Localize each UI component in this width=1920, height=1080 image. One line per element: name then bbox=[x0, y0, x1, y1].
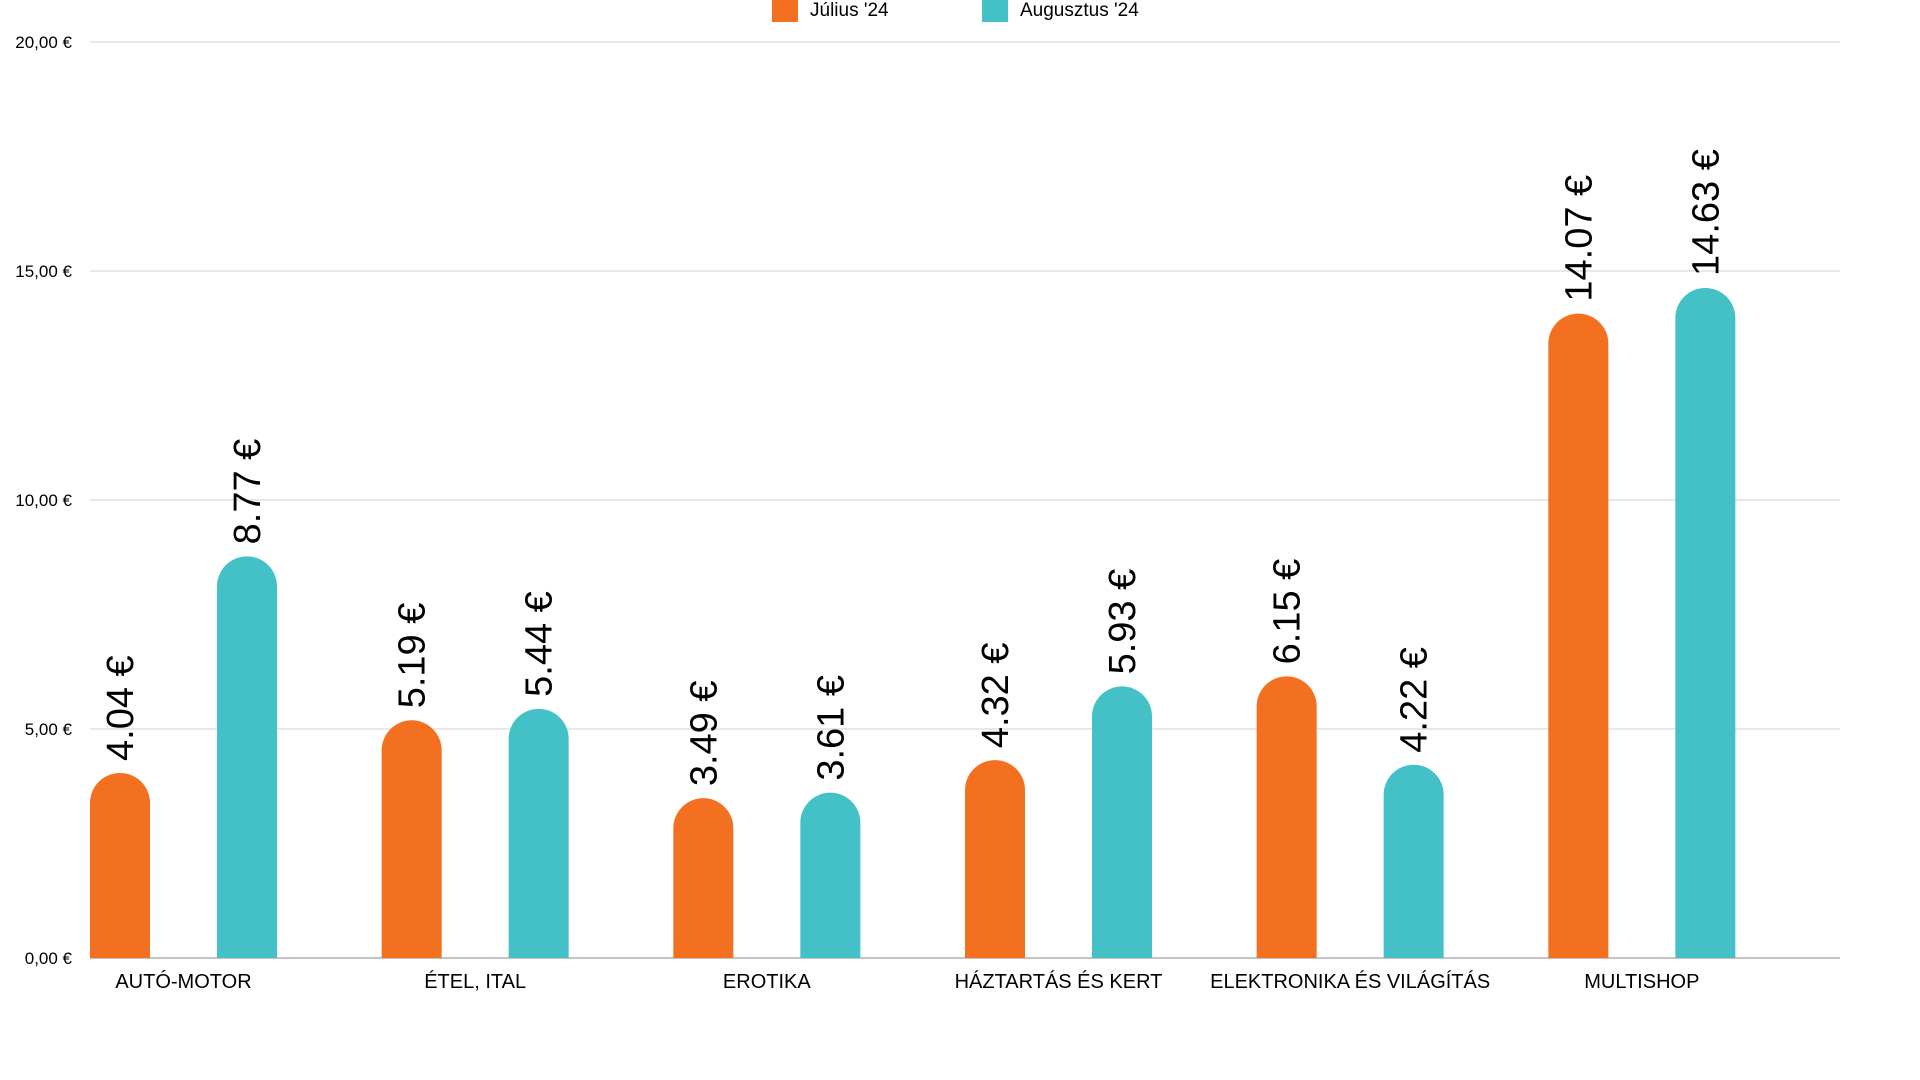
bar-augusztus bbox=[1675, 287, 1736, 958]
legend-label: Augusztus '24 bbox=[1020, 0, 1139, 21]
bar-julius bbox=[381, 720, 442, 958]
y-tick-label: 0,00 € bbox=[25, 949, 73, 968]
bar-augusztus bbox=[1092, 686, 1152, 958]
x-category-label: HÁZTARTÁS ÉS KERT bbox=[955, 970, 1163, 993]
bar-julius bbox=[965, 760, 1025, 958]
legend-label: Július '24 bbox=[810, 0, 889, 21]
data-label: 8.77 € bbox=[227, 439, 269, 545]
bar-julius bbox=[1256, 676, 1317, 958]
bar-julius bbox=[90, 772, 150, 958]
y-tick-label: 15,00 € bbox=[15, 262, 72, 281]
data-label: 14.07 € bbox=[1558, 175, 1600, 302]
data-label: 6.15 € bbox=[1267, 559, 1309, 665]
data-label: 4.22 € bbox=[1394, 647, 1436, 753]
y-tick-label: 20,00 € bbox=[15, 33, 72, 52]
x-category-label: EROTIKA bbox=[723, 971, 811, 993]
x-category-label: ÉTEL, ITAL bbox=[424, 970, 526, 993]
bar-julius bbox=[673, 798, 734, 958]
data-label: 4.04 € bbox=[100, 655, 142, 761]
legend-swatch bbox=[772, 0, 798, 22]
bar-augusztus bbox=[217, 556, 277, 958]
x-axis-categories: AUTÓ-MOTOR ÉTEL, ITAL EROTIKA HÁZTARTÁS ÉS … bbox=[115, 970, 1699, 993]
bars bbox=[90, 287, 1736, 958]
y-axis-ticks: 0,00 € 5,00 € 10,00 € 15,00 € 20,00 € bbox=[15, 33, 72, 968]
y-tick-label: 10,00 € bbox=[15, 491, 72, 510]
data-labels: 4.04 € 8.77 € 5.19 € 5.44 € 3.49 € 3.61 € 4.32… bbox=[100, 149, 1727, 786]
y-tick-label: 5,00 € bbox=[25, 720, 73, 739]
legend: Július '24 Augusztus '24 bbox=[772, 0, 1139, 22]
data-label: 3.49 € bbox=[683, 681, 725, 787]
bar-julius bbox=[1548, 313, 1609, 958]
bar-augusztus bbox=[800, 792, 861, 958]
data-label: 5.93 € bbox=[1102, 569, 1144, 675]
bar-augusztus bbox=[508, 708, 569, 958]
data-label: 3.61 € bbox=[810, 675, 852, 781]
data-label: 5.44 € bbox=[519, 591, 561, 697]
x-category-label: AUTÓ-MOTOR bbox=[115, 970, 251, 993]
legend-swatch bbox=[982, 0, 1008, 22]
data-label: 14.63 € bbox=[1685, 149, 1727, 276]
x-category-label: MULTISHOP bbox=[1584, 971, 1699, 993]
data-label: 4.32 € bbox=[975, 642, 1017, 748]
x-category-label: ELEKTRONIKA ÉS VILÁGÍTÁS bbox=[1210, 970, 1490, 993]
bar-augusztus bbox=[1383, 764, 1444, 958]
data-label: 5.19 € bbox=[392, 603, 434, 709]
